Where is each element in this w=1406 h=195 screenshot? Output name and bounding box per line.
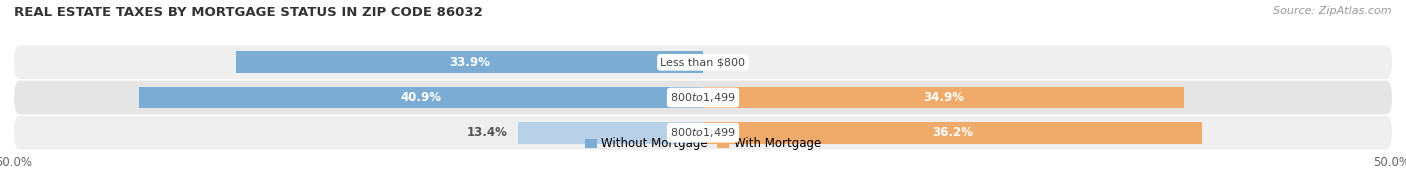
Text: $800 to $1,499: $800 to $1,499: [671, 126, 735, 139]
Text: 0.0%: 0.0%: [714, 56, 747, 69]
Legend: Without Mortgage, With Mortgage: Without Mortgage, With Mortgage: [581, 132, 825, 155]
Text: 33.9%: 33.9%: [449, 56, 489, 69]
Text: Less than $800: Less than $800: [661, 57, 745, 67]
Text: $800 to $1,499: $800 to $1,499: [671, 91, 735, 104]
Text: Source: ZipAtlas.com: Source: ZipAtlas.com: [1274, 6, 1392, 16]
Text: 34.9%: 34.9%: [922, 91, 965, 104]
Bar: [703, 122, 1202, 144]
FancyBboxPatch shape: [14, 81, 1392, 114]
Text: 36.2%: 36.2%: [932, 126, 973, 139]
Text: 40.9%: 40.9%: [401, 91, 441, 104]
Text: 13.4%: 13.4%: [467, 126, 508, 139]
Bar: [236, 51, 703, 73]
FancyBboxPatch shape: [14, 116, 1392, 150]
Bar: [519, 122, 703, 144]
Bar: [139, 87, 703, 108]
Bar: [703, 87, 1184, 108]
FancyBboxPatch shape: [14, 45, 1392, 79]
Text: REAL ESTATE TAXES BY MORTGAGE STATUS IN ZIP CODE 86032: REAL ESTATE TAXES BY MORTGAGE STATUS IN …: [14, 6, 482, 19]
